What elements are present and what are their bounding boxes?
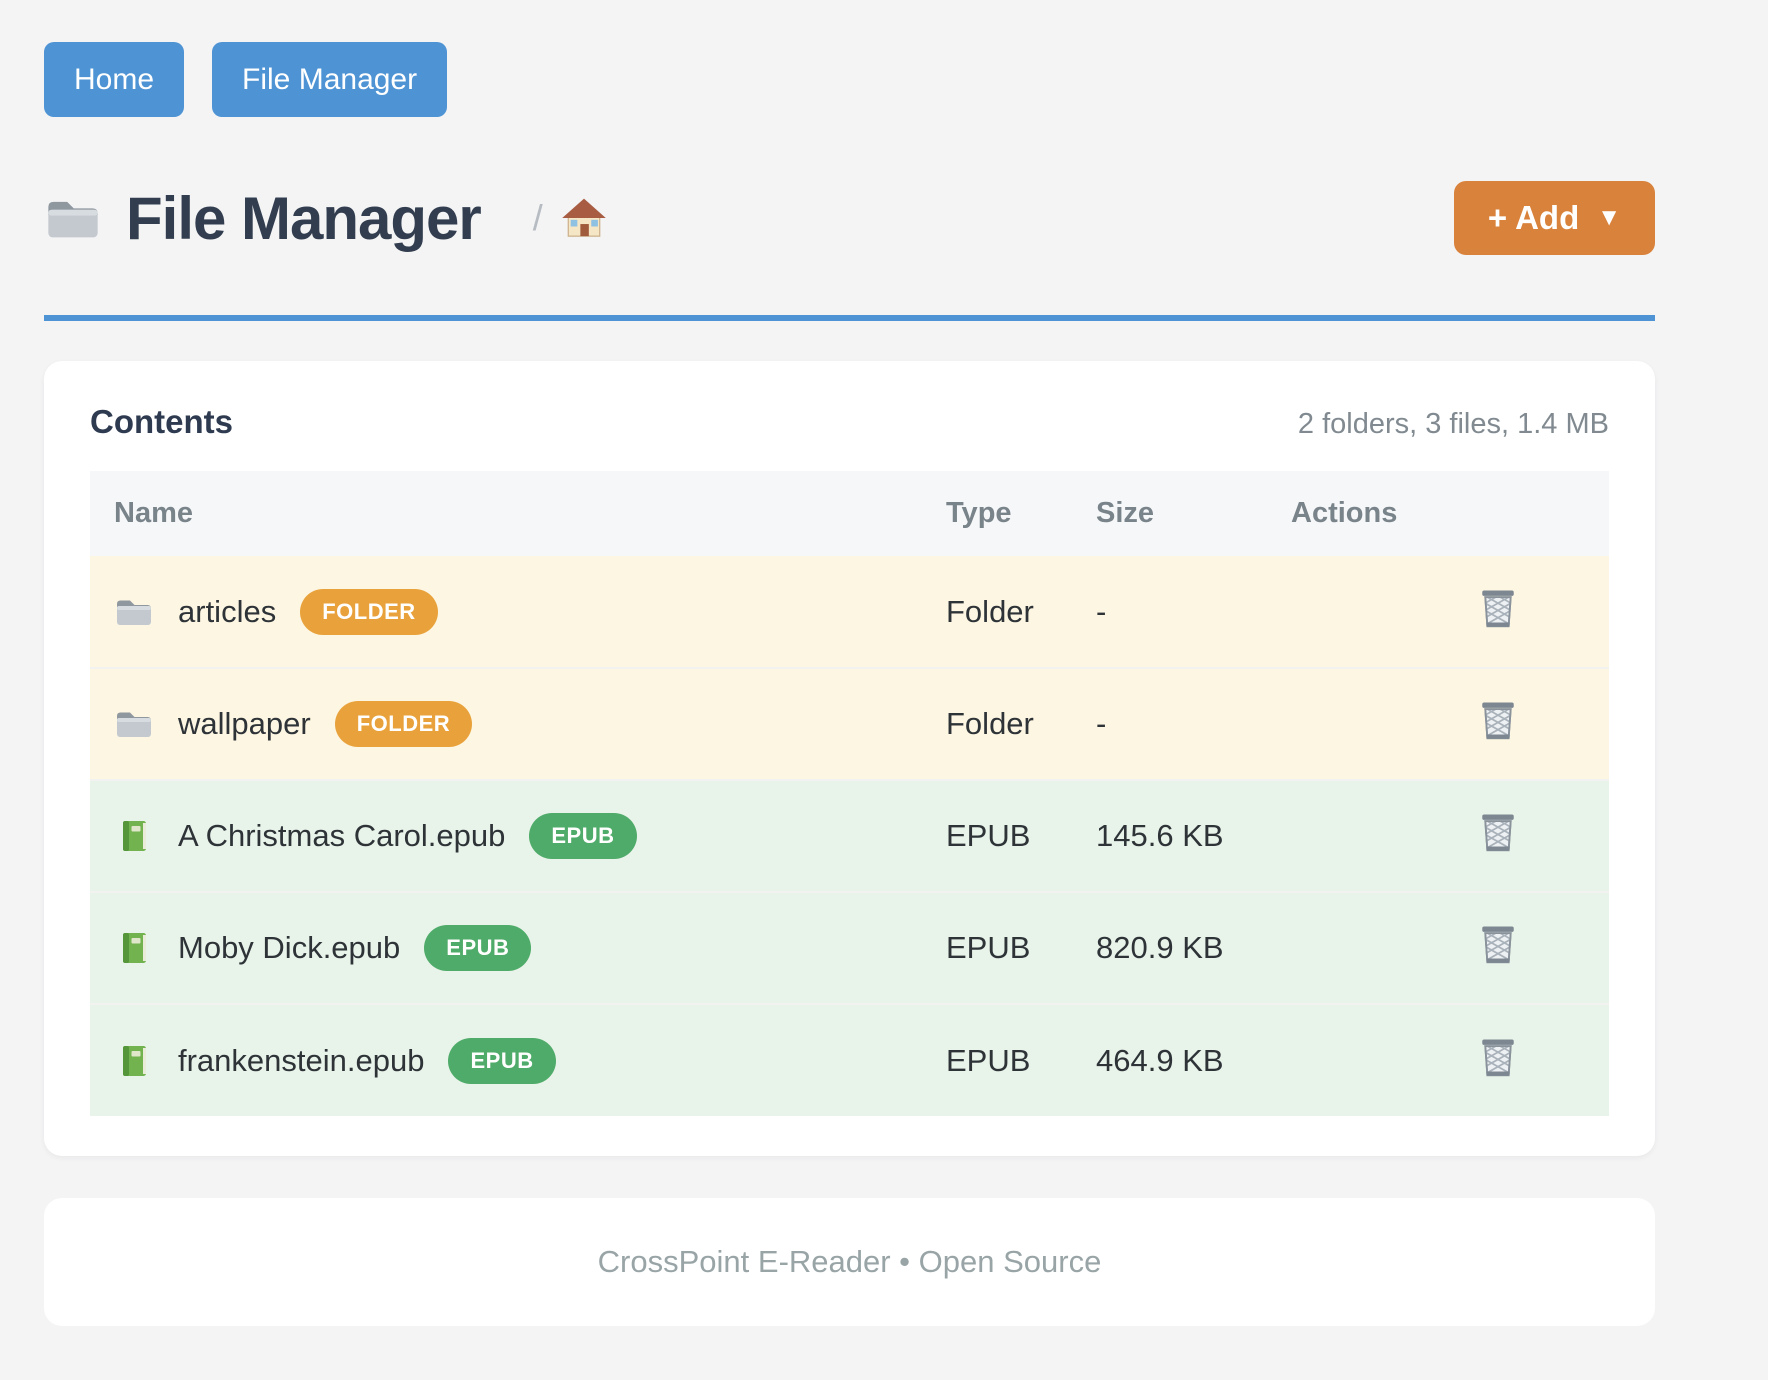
chevron-down-icon: ▼ [1597, 204, 1621, 231]
actions-cell [1267, 668, 1609, 780]
contents-table-body: articles FOLDER Folder - wallpaper FOLDE… [90, 556, 1609, 1116]
file-kind-badge: FOLDER [334, 701, 473, 747]
contents-table: Name Type Size Actions articles FOLDER F… [90, 471, 1609, 1116]
title-underline [44, 315, 1655, 321]
nav-file-manager-button[interactable]: File Manager [212, 42, 448, 117]
file-kind-badge: EPUB [529, 813, 637, 859]
delete-button[interactable] [1476, 697, 1520, 743]
name-cell[interactable]: Moby Dick.epub EPUB [90, 892, 922, 1004]
contents-summary: 2 folders, 3 files, 1.4 MB [1297, 408, 1609, 440]
file-name[interactable]: articles [178, 593, 277, 629]
table-header-row: Name Type Size Actions [90, 471, 1609, 556]
column-header-name: Name [90, 471, 922, 556]
column-header-size: Size [1072, 471, 1267, 556]
file-type-icon [114, 706, 154, 742]
contents-card-header: Contents 2 folders, 3 files, 1.4 MB [90, 403, 1609, 441]
breadcrumb: / [533, 196, 607, 240]
page-header: File Manager / + Add ▼ [44, 181, 1655, 255]
actions-cell [1267, 892, 1609, 1004]
wastebasket-icon [1476, 585, 1520, 631]
wastebasket-icon [1476, 1034, 1520, 1080]
size-cell: 820.9 KB [1096, 930, 1224, 965]
type-cell: EPUB [946, 1042, 1031, 1078]
title-group: File Manager / [44, 184, 607, 253]
house-icon[interactable] [561, 196, 607, 240]
actions-cell [1267, 780, 1609, 892]
file-name[interactable]: wallpaper [178, 706, 311, 741]
page-title: File Manager [126, 184, 482, 252]
column-header-type: Type [922, 471, 1072, 556]
contents-title: Contents [90, 403, 233, 440]
breadcrumb-separator: / [532, 197, 543, 238]
delete-button[interactable] [1476, 585, 1520, 631]
name-cell[interactable]: wallpaper FOLDER [90, 668, 922, 780]
size-cell: 464.9 KB [1096, 1042, 1224, 1078]
file-type-icon [114, 930, 154, 966]
contents-card: Contents 2 folders, 3 files, 1.4 MB Name… [44, 361, 1655, 1156]
file-name[interactable]: frankenstein.epub [178, 1042, 425, 1078]
file-name[interactable]: A Christmas Carol.epub [178, 818, 506, 853]
type-cell: Folder [946, 706, 1034, 741]
wastebasket-icon [1476, 697, 1520, 743]
table-row[interactable]: wallpaper FOLDER Folder - [90, 668, 1609, 780]
file-kind-badge: EPUB [448, 1037, 556, 1084]
type-cell: EPUB [946, 930, 1031, 965]
actions-cell [1267, 1004, 1609, 1116]
top-nav: Home File Manager [44, 42, 1655, 117]
name-cell[interactable]: articles FOLDER [90, 556, 922, 668]
folder-icon [44, 195, 102, 242]
file-type-icon [114, 594, 154, 630]
name-cell[interactable]: A Christmas Carol.epub EPUB [90, 780, 922, 892]
column-header-actions: Actions [1267, 471, 1609, 556]
size-cell: - [1096, 706, 1107, 741]
file-name[interactable]: Moby Dick.epub [178, 930, 401, 965]
file-type-icon [114, 818, 154, 854]
type-cell: Folder [946, 593, 1034, 629]
size-cell: - [1096, 593, 1107, 629]
file-type-icon [114, 1043, 154, 1079]
page: Home File Manager File Manager / + Add ▼… [44, 42, 1655, 1326]
table-row[interactable]: articles FOLDER Folder - [90, 556, 1609, 668]
wastebasket-icon [1476, 921, 1520, 967]
table-row[interactable]: frankenstein.epub EPUB EPUB 464.9 KB [90, 1004, 1609, 1116]
delete-button[interactable] [1476, 809, 1520, 855]
actions-cell [1267, 556, 1609, 668]
footer-text: CrossPoint E-Reader • Open Source [597, 1244, 1102, 1279]
type-cell: EPUB [946, 818, 1031, 853]
footer-card: CrossPoint E-Reader • Open Source [44, 1198, 1655, 1326]
file-kind-badge: FOLDER [300, 588, 438, 635]
name-cell[interactable]: frankenstein.epub EPUB [90, 1004, 922, 1116]
delete-button[interactable] [1476, 921, 1520, 967]
wastebasket-icon [1476, 809, 1520, 855]
nav-home-button[interactable]: Home [44, 42, 185, 117]
table-row[interactable]: Moby Dick.epub EPUB EPUB 820.9 KB [90, 892, 1609, 1004]
table-row[interactable]: A Christmas Carol.epub EPUB EPUB 145.6 K… [90, 780, 1609, 892]
size-cell: 145.6 KB [1096, 818, 1224, 853]
add-button-label: + Add [1487, 199, 1580, 236]
delete-button[interactable] [1476, 1034, 1520, 1080]
add-button[interactable]: + Add ▼ [1453, 181, 1655, 255]
file-kind-badge: EPUB [424, 925, 532, 971]
